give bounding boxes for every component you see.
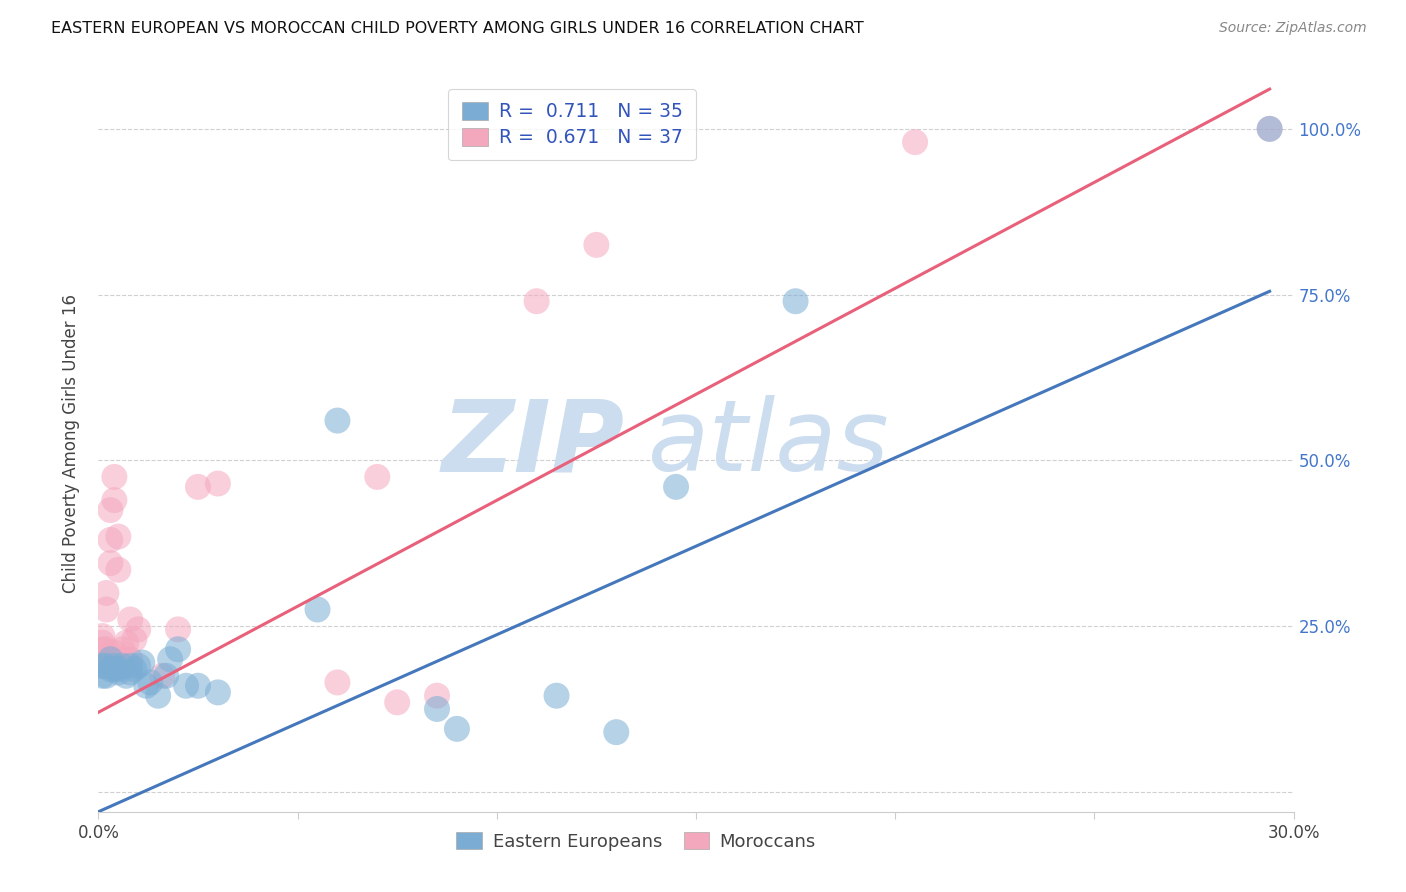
Point xyxy=(1258,121,1281,136)
Text: EASTERN EUROPEAN VS MOROCCAN CHILD POVERTY AMONG GIRLS UNDER 16 CORRELATION CHAR: EASTERN EUROPEAN VS MOROCCAN CHILD POVER… xyxy=(51,21,863,36)
Point xyxy=(120,665,142,680)
Point xyxy=(103,493,125,508)
Point xyxy=(103,646,125,660)
Point xyxy=(120,652,142,666)
Point xyxy=(111,658,134,673)
Point xyxy=(326,413,349,427)
Point xyxy=(446,722,468,736)
Point xyxy=(665,480,688,494)
Point xyxy=(1258,121,1281,136)
Point xyxy=(155,669,177,683)
Point xyxy=(167,642,190,657)
Point xyxy=(96,669,118,683)
Point xyxy=(96,642,118,657)
Point xyxy=(103,470,125,484)
Point xyxy=(98,503,122,517)
Point xyxy=(115,669,138,683)
Point xyxy=(426,689,449,703)
Point xyxy=(187,480,209,494)
Text: atlas: atlas xyxy=(648,395,890,492)
Point xyxy=(131,656,153,670)
Point xyxy=(148,689,170,703)
Point xyxy=(91,635,114,649)
Point xyxy=(98,662,122,676)
Point xyxy=(585,238,607,252)
Point xyxy=(91,629,114,643)
Point xyxy=(96,658,118,673)
Point xyxy=(307,602,329,616)
Point xyxy=(98,556,122,570)
Point xyxy=(207,685,229,699)
Point xyxy=(111,642,134,657)
Point xyxy=(91,658,114,673)
Point xyxy=(546,689,568,703)
Legend: Eastern Europeans, Moroccans: Eastern Europeans, Moroccans xyxy=(450,824,823,858)
Point xyxy=(91,642,114,657)
Point xyxy=(98,652,122,666)
Point xyxy=(107,665,129,680)
Point xyxy=(207,476,229,491)
Point xyxy=(127,658,149,673)
Point xyxy=(103,662,125,676)
Point xyxy=(91,669,114,683)
Point xyxy=(115,635,138,649)
Point xyxy=(159,652,181,666)
Point xyxy=(785,294,807,309)
Point xyxy=(426,702,449,716)
Point xyxy=(107,662,129,676)
Text: Source: ZipAtlas.com: Source: ZipAtlas.com xyxy=(1219,21,1367,35)
Point xyxy=(904,135,927,149)
Point xyxy=(366,470,388,484)
Point xyxy=(120,612,142,626)
Y-axis label: Child Poverty Among Girls Under 16: Child Poverty Among Girls Under 16 xyxy=(62,294,80,593)
Point xyxy=(91,652,114,666)
Point xyxy=(98,533,122,547)
Text: ZIP: ZIP xyxy=(441,395,624,492)
Point xyxy=(96,658,118,673)
Point xyxy=(98,652,122,666)
Point xyxy=(124,662,146,676)
Point xyxy=(91,658,114,673)
Point xyxy=(111,652,134,666)
Point xyxy=(526,294,548,309)
Point xyxy=(139,675,162,690)
Point xyxy=(135,679,157,693)
Point xyxy=(174,679,197,693)
Point xyxy=(187,679,209,693)
Point xyxy=(385,695,409,709)
Point xyxy=(167,623,190,637)
Point xyxy=(107,563,129,577)
Point xyxy=(124,632,146,647)
Point xyxy=(103,658,125,673)
Point xyxy=(150,669,173,683)
Point xyxy=(605,725,627,739)
Point xyxy=(326,675,349,690)
Point xyxy=(127,623,149,637)
Point xyxy=(107,530,129,544)
Point xyxy=(120,658,142,673)
Point xyxy=(96,602,118,616)
Point xyxy=(96,586,118,600)
